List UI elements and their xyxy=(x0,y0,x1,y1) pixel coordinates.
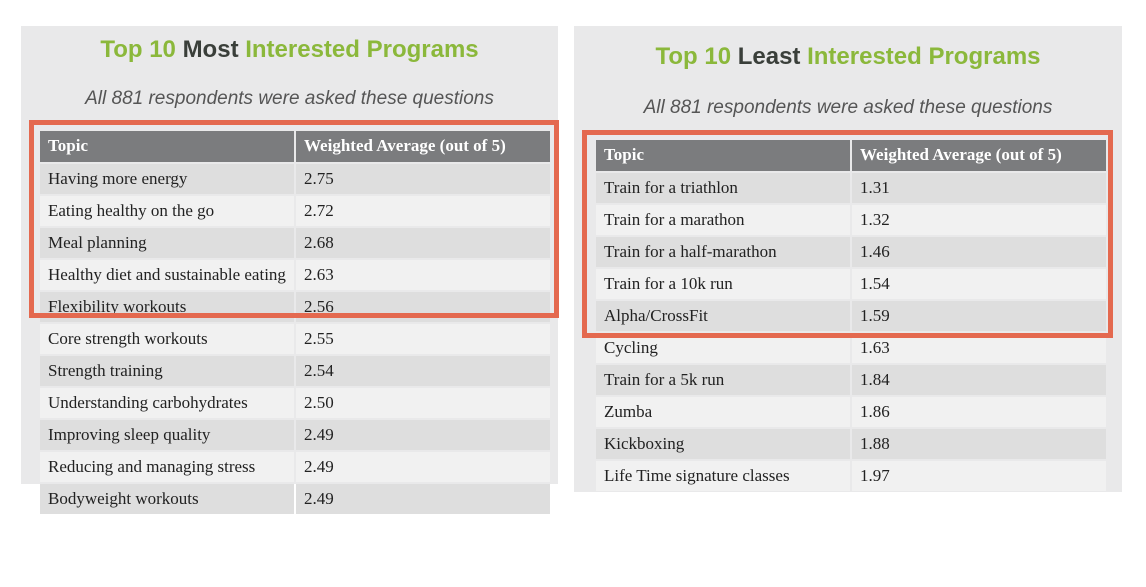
topic-cell: Zumba xyxy=(596,397,850,427)
title-suffix: Interested Programs xyxy=(800,43,1041,70)
topic-cell: Eating healthy on the go xyxy=(40,196,294,226)
table-row: Improving sleep quality 2.49 xyxy=(40,420,550,450)
topic-cell: Improving sleep quality xyxy=(40,420,294,450)
topic-cell: Train for a 5k run xyxy=(596,365,850,395)
topic-cell: Kickboxing xyxy=(596,429,850,459)
average-cell: 2.49 xyxy=(296,484,550,514)
average-cell: 2.50 xyxy=(296,388,550,418)
topic-cell: Flexibility workouts xyxy=(40,292,294,322)
table-row: Train for a 5k run 1.84 xyxy=(596,365,1106,395)
topic-cell: Cycling xyxy=(596,333,850,363)
table-row: Train for a 10k run 1.54 xyxy=(596,269,1106,299)
topic-cell: Train for a half-marathon xyxy=(596,237,850,267)
title-emphasis: Most xyxy=(182,36,239,63)
table-row: Meal planning 2.68 xyxy=(40,228,550,258)
average-cell: 2.72 xyxy=(296,196,550,226)
table-row: Life Time signature classes 1.97 xyxy=(596,461,1106,491)
table-row: Train for a marathon 1.32 xyxy=(596,205,1106,235)
average-cell: 2.56 xyxy=(296,292,550,322)
average-cell: 2.55 xyxy=(296,324,550,354)
column-header-topic: Topic xyxy=(40,131,294,162)
table-row: Zumba 1.86 xyxy=(596,397,1106,427)
least-interested-subtitle: All 881 respondents were asked these que… xyxy=(643,97,1053,118)
table-row: Having more energy 2.75 xyxy=(40,164,550,194)
topic-cell: Healthy diet and sustainable eating xyxy=(40,260,294,290)
average-cell: 1.46 xyxy=(852,237,1106,267)
topic-cell: Bodyweight workouts xyxy=(40,484,294,514)
average-cell: 1.86 xyxy=(852,397,1106,427)
average-cell: 2.68 xyxy=(296,228,550,258)
table-row: Cycling 1.63 xyxy=(596,333,1106,363)
table-row: Kickboxing 1.88 xyxy=(596,429,1106,459)
average-cell: 1.84 xyxy=(852,365,1106,395)
least-interested-title: Top 10 Least Interested Programs xyxy=(574,43,1122,71)
table-row: Train for a half-marathon 1.46 xyxy=(596,237,1106,267)
topic-cell: Meal planning xyxy=(40,228,294,258)
topic-cell: Reducing and managing stress xyxy=(40,452,294,482)
table-row: Flexibility workouts 2.56 xyxy=(40,292,550,322)
average-cell: 1.32 xyxy=(852,205,1106,235)
table-row: Understanding carbohydrates 2.50 xyxy=(40,388,550,418)
table-row: Core strength workouts 2.55 xyxy=(40,324,550,354)
column-header-topic: Topic xyxy=(596,140,850,171)
table-row: Alpha/CrossFit 1.59 xyxy=(596,301,1106,331)
average-cell: 2.54 xyxy=(296,356,550,386)
table-row: Healthy diet and sustainable eating 2.63 xyxy=(40,260,550,290)
title-prefix: Top 10 xyxy=(100,36,183,63)
title-prefix: Top 10 xyxy=(655,43,738,70)
title-emphasis: Least xyxy=(737,43,801,70)
topic-cell: Train for a triathlon xyxy=(596,173,850,203)
column-header-weighted-average: Weighted Average (out of 5) xyxy=(852,140,1106,171)
topic-cell: Understanding carbohydrates xyxy=(40,388,294,418)
average-cell: 1.59 xyxy=(852,301,1106,331)
least-interested-table: Topic Weighted Average (out of 5) Train … xyxy=(594,138,1108,493)
most-interested-subtitle: All 881 respondents were asked these que… xyxy=(85,88,494,109)
title-suffix: Interested Programs xyxy=(238,36,479,63)
average-cell: 1.63 xyxy=(852,333,1106,363)
topic-cell: Train for a 10k run xyxy=(596,269,850,299)
table-row: Strength training 2.54 xyxy=(40,356,550,386)
average-cell: 1.31 xyxy=(852,173,1106,203)
table-row: Reducing and managing stress 2.49 xyxy=(40,452,550,482)
average-cell: 1.97 xyxy=(852,461,1106,491)
average-cell: 2.75 xyxy=(296,164,550,194)
table-row: Eating healthy on the go 2.72 xyxy=(40,196,550,226)
average-cell: 1.54 xyxy=(852,269,1106,299)
average-cell: 1.88 xyxy=(852,429,1106,459)
table-row: Bodyweight workouts 2.49 xyxy=(40,484,550,514)
average-cell: 2.49 xyxy=(296,420,550,450)
table-row: Train for a triathlon 1.31 xyxy=(596,173,1106,203)
topic-cell: Core strength workouts xyxy=(40,324,294,354)
column-header-weighted-average: Weighted Average (out of 5) xyxy=(296,131,550,162)
average-cell: 2.49 xyxy=(296,452,550,482)
topic-cell: Having more energy xyxy=(40,164,294,194)
most-interested-title: Top 10 Most Interested Programs xyxy=(21,36,558,64)
topic-cell: Alpha/CrossFit xyxy=(596,301,850,331)
topic-cell: Strength training xyxy=(40,356,294,386)
topic-cell: Life Time signature classes xyxy=(596,461,850,491)
average-cell: 2.63 xyxy=(296,260,550,290)
topic-cell: Train for a marathon xyxy=(596,205,850,235)
table-header-row: Topic Weighted Average (out of 5) xyxy=(596,140,1106,171)
most-interested-table: Topic Weighted Average (out of 5) Having… xyxy=(38,129,552,516)
table-header-row: Topic Weighted Average (out of 5) xyxy=(40,131,550,162)
